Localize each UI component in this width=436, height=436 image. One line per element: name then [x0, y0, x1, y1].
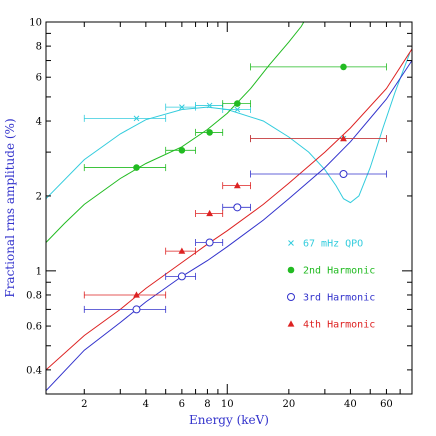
marker — [179, 104, 185, 110]
marker — [340, 63, 347, 71]
marker — [206, 102, 213, 109]
legend-marker — [288, 240, 294, 246]
curve-series-3 — [46, 60, 412, 392]
point-series-3-3 — [195, 238, 224, 247]
point-series-4-4 — [222, 182, 251, 190]
x-tick-label: 4 — [143, 399, 149, 410]
x-tick-label: 20 — [282, 399, 295, 410]
model-curves — [46, 22, 412, 392]
axis-ticks: 2 4 6 8 10 20 40 60 0.4 0.6 0.8 1 2 4 6 8 10 — [26, 18, 413, 410]
legend-item-4: 4th Harmonic — [287, 320, 375, 331]
point-series-2-1 — [83, 164, 167, 172]
point-series-3-5 — [250, 170, 387, 179]
data-points — [83, 63, 387, 314]
legend-label: 3rd Harmonic — [303, 293, 375, 304]
point-series-2-2 — [165, 146, 196, 154]
y-tick-label: 0.6 — [26, 322, 42, 333]
point-series-3-2 — [165, 272, 196, 281]
x-tick-label: 2 — [81, 399, 87, 410]
point-series-1-1 — [83, 114, 167, 122]
point-series-3-1 — [83, 305, 167, 314]
y-tick-label: 4 — [36, 117, 42, 128]
point-series-4-2 — [165, 247, 196, 255]
marker — [206, 209, 214, 217]
marker — [133, 115, 140, 122]
point-series-1-4 — [222, 106, 251, 114]
y-tick-label: 6 — [36, 73, 42, 84]
marker — [234, 106, 241, 113]
point-series-1-2 — [165, 103, 196, 111]
legend-item-3: 3rd Harmonic — [287, 293, 375, 304]
y-tick-label: 1 — [36, 266, 42, 277]
legend-marker — [287, 293, 295, 301]
point-series-2-3 — [195, 128, 224, 136]
legend-item-2: 2nd Harmonic — [287, 266, 375, 277]
x-tick-label: 6 — [179, 399, 185, 410]
marker — [133, 291, 140, 298]
x-tick-label: 60 — [380, 399, 393, 410]
y-axis-label: Fractional rms amplitude (%) — [3, 118, 17, 297]
x-tick-label: 10 — [221, 399, 234, 410]
curve-series-1 — [46, 52, 411, 204]
y-tick-label: 8 — [36, 42, 42, 53]
legend-label: 4th Harmonic — [303, 320, 375, 331]
y-tick-label: 0.8 — [26, 290, 42, 301]
marker — [132, 305, 141, 314]
legend-marker — [287, 320, 295, 327]
marker — [133, 164, 140, 171]
point-series-2-4 — [222, 100, 251, 108]
x-tick-label: 40 — [344, 399, 357, 410]
marker — [340, 134, 347, 142]
plot-frame — [45, 21, 413, 395]
marker — [178, 247, 186, 254]
point-series-4-5 — [250, 134, 387, 143]
marker — [205, 238, 214, 247]
x-tick-label: 8 — [204, 399, 210, 410]
marker — [233, 182, 241, 189]
marker — [178, 147, 186, 154]
legend-marker — [287, 266, 295, 274]
legend-item-1: 67 mHz QPO — [288, 239, 363, 250]
legend-label: 2nd Harmonic — [303, 266, 375, 277]
y-tick-label: 10 — [29, 18, 42, 29]
marker — [206, 129, 213, 136]
y-tick-label: 0.4 — [26, 365, 42, 376]
point-series-3-4 — [222, 203, 251, 212]
plot-border — [45, 21, 413, 395]
legend-label: 67 mHz QPO — [303, 239, 363, 250]
legend: 67 mHz QPO 2nd Harmonic 3rd Harmonic 4th Ha… — [287, 239, 375, 331]
marker — [177, 272, 186, 281]
marker — [234, 100, 241, 107]
y-tick-label: 2 — [36, 191, 42, 202]
point-series-2-5 — [250, 63, 387, 71]
x-axis-label: Energy (keV) — [189, 413, 269, 427]
curve-series-2 — [46, 22, 305, 243]
marker — [233, 203, 242, 212]
point-series-4-3 — [195, 209, 224, 218]
marker — [339, 170, 348, 179]
point-series-4-1 — [83, 291, 167, 299]
